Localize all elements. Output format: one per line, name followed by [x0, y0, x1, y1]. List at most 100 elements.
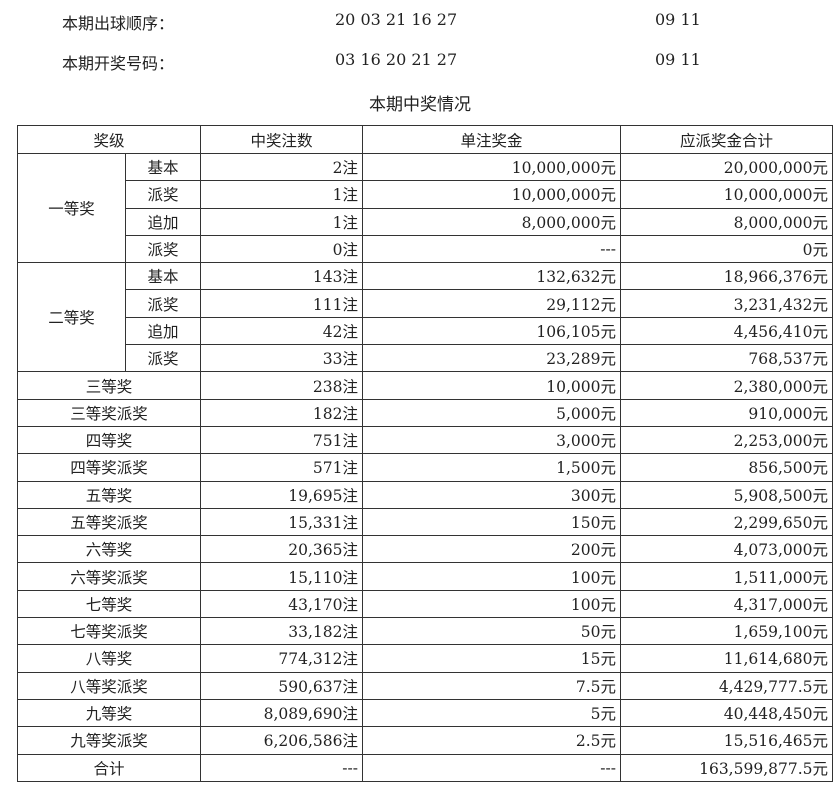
unit-prize: 300元 [362, 480, 621, 509]
winning-back-numbers: 09 11 [655, 50, 701, 69]
winner-count: 15,110注 [200, 562, 363, 591]
table-row: 派奖 1注 10,000,000元 10,000,000元 [18, 180, 833, 209]
header-prize: 单注奖金 [362, 125, 621, 154]
winner-count: 0注 [200, 234, 363, 264]
winner-count: 15,331注 [200, 507, 363, 537]
winning-front-numbers: 03 16 20 21 27 [335, 50, 458, 69]
unit-prize: 150元 [362, 507, 621, 537]
total-row: 合计 --- --- 163,599,877.5元 [17, 753, 833, 782]
total-prize: 1,511,000元 [620, 562, 833, 591]
winner-count: 42注 [200, 316, 363, 346]
winner-count: 2注 [200, 152, 363, 182]
prize-level: 三等奖派奖 [17, 398, 201, 427]
prize-level: 六等奖 [17, 535, 201, 564]
prize-level: 七等奖 [17, 589, 201, 619]
unit-prize: 10,000元 [362, 371, 621, 400]
winning-numbers-row: 本期开奖号码： 03 16 20 21 27 09 11 [0, 50, 840, 74]
draw-order-back-numbers: 09 11 [655, 10, 701, 29]
winner-count: 111注 [200, 289, 363, 318]
table-row: 三等奖派奖 182注 5,000元 910,000元 [17, 398, 833, 427]
prize-sub-level: 追加 [125, 316, 201, 346]
prize-level: 四等奖 [17, 425, 201, 455]
table-row: 派奖 111注 29,112元 3,231,432元 [18, 289, 833, 318]
prize-level: 七等奖派奖 [17, 617, 201, 646]
draw-order-row: 本期出球顺序： 20 03 21 16 27 09 11 [0, 10, 840, 34]
total-prize: 4,317,000元 [620, 589, 833, 619]
table-row: 七等奖 43,170注 100元 4,317,000元 [17, 589, 833, 619]
total-prize: 10,000,000元 [620, 180, 833, 209]
prize-level: 八等奖 [17, 644, 201, 673]
table-title: 本期中奖情况 [369, 95, 471, 115]
unit-prize: 23,289元 [362, 344, 621, 373]
table-row: 九等奖派奖 6,206,586注 2.5元 15,516,465元 [17, 726, 833, 755]
prize-level: 八等奖派奖 [17, 671, 201, 700]
total-prize: 40,448,450元 [620, 698, 833, 728]
total-prize: 20,000,000元 [620, 152, 833, 182]
unit-prize: 100元 [362, 589, 621, 619]
total-prize: 2,253,000元 [620, 425, 833, 455]
winner-count: 774,312注 [200, 644, 363, 673]
prize-sub-level: 基本 [125, 262, 201, 291]
unit-prize: 10,000,000元 [362, 152, 621, 182]
table-row: 追加 42注 106,105元 4,456,410元 [18, 316, 833, 346]
unit-prize: 50元 [362, 617, 621, 646]
unit-prize: --- [362, 753, 621, 782]
winner-count: 590,637注 [200, 671, 363, 700]
table-row: 四等奖派奖 571注 1,500元 856,500元 [17, 453, 833, 482]
unit-prize: 2.5元 [362, 726, 621, 755]
prize-level: 合计 [17, 753, 201, 782]
total-prize: 18,966,376元 [620, 262, 833, 291]
prize-level: 六等奖派奖 [17, 562, 201, 591]
unit-prize: 200元 [362, 535, 621, 564]
total-prize: 768,537元 [620, 344, 833, 373]
total-prize: 15,516,465元 [620, 726, 833, 755]
total-prize: 11,614,680元 [620, 644, 833, 673]
table-row: 八等奖派奖 590,637注 7.5元 4,429,777.5元 [17, 671, 833, 700]
unit-prize: 132,632元 [362, 262, 621, 291]
header-total: 应派奖金合计 [620, 125, 833, 154]
unit-prize: 5,000元 [362, 398, 621, 427]
winning-numbers-label: 本期开奖号码： [62, 54, 175, 73]
prize-level: 五等奖派奖 [17, 507, 201, 537]
unit-prize: 106,105元 [362, 316, 621, 346]
table-header: 奖级 中奖注数 单注奖金 应派奖金合计 [17, 125, 833, 154]
winner-count: 751注 [200, 425, 363, 455]
prize-level: 九等奖派奖 [17, 726, 201, 755]
unit-prize: 7.5元 [362, 671, 621, 700]
total-prize: 0元 [620, 234, 833, 264]
table-row: 派奖 0注 --- 0元 [18, 234, 833, 264]
winner-count: 571注 [200, 453, 363, 482]
prize-level: 九等奖 [17, 698, 201, 728]
unit-prize: 29,112元 [362, 289, 621, 318]
unit-prize: 100元 [362, 562, 621, 591]
winner-count: 33注 [200, 344, 363, 373]
prize-group-label: 一等奖 [17, 152, 126, 264]
total-prize: 8,000,000元 [620, 207, 833, 236]
table-row: 六等奖派奖 15,110注 100元 1,511,000元 [17, 562, 833, 591]
prize-sub-level: 派奖 [125, 234, 201, 264]
total-prize: 1,659,100元 [620, 617, 833, 646]
table-row: 七等奖派奖 33,182注 50元 1,659,100元 [17, 617, 833, 646]
total-prize: 4,073,000元 [620, 535, 833, 564]
prize-sub-level: 追加 [125, 207, 201, 236]
prize-sub-level: 派奖 [125, 344, 201, 373]
total-prize: 4,429,777.5元 [620, 671, 833, 700]
table-row: 四等奖 751注 3,000元 2,253,000元 [17, 425, 833, 455]
winner-count: 8,089,690注 [200, 698, 363, 728]
unit-prize: 5元 [362, 698, 621, 728]
table-row: 八等奖 774,312注 15元 11,614,680元 [17, 644, 833, 673]
table-row: 五等奖 19,695注 300元 5,908,500元 [17, 480, 833, 509]
header-level: 奖级 [17, 125, 201, 154]
winner-count: 43,170注 [200, 589, 363, 619]
total-prize: 2,380,000元 [620, 371, 833, 400]
unit-prize: --- [362, 234, 621, 264]
total-prize: 163,599,877.5元 [620, 753, 833, 782]
total-prize: 910,000元 [620, 398, 833, 427]
table-row: 五等奖派奖 15,331注 150元 2,299,650元 [17, 507, 833, 537]
unit-prize: 1,500元 [362, 453, 621, 482]
winner-count: 19,695注 [200, 480, 363, 509]
header-count: 中奖注数 [200, 125, 363, 154]
winner-count: 33,182注 [200, 617, 363, 646]
total-prize: 856,500元 [620, 453, 833, 482]
prize-sub-level: 派奖 [125, 180, 201, 209]
